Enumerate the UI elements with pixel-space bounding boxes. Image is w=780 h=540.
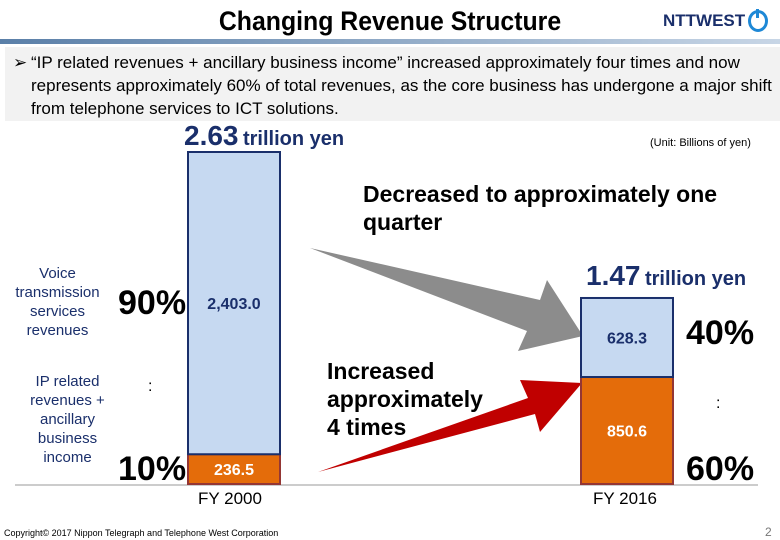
page-number: 2 <box>765 525 772 539</box>
category-fy2016: FY 2016 <box>593 489 657 508</box>
page-title: Changing Revenue Structure <box>218 6 562 36</box>
logo-text: NTTWEST <box>663 11 746 30</box>
ntt-west-logo: NTTWEST <box>663 9 769 32</box>
ip-bar-segment <box>187 453 281 485</box>
increase-annotation: Increased approximately 4 times <box>327 358 483 440</box>
summary-text: “IP related revenues + ancillary busines… <box>31 53 772 118</box>
logo-ring-icon <box>748 9 769 32</box>
pct-fy2016-voice: 40% <box>686 314 755 352</box>
ratio-colon-left: : <box>148 378 153 395</box>
voice-bar-segment <box>187 151 281 456</box>
voice-bar-segment <box>580 296 674 379</box>
header-divider <box>0 39 780 44</box>
total-value: 2.63 <box>184 120 239 151</box>
category-fy2000: FY 2000 <box>198 489 262 508</box>
decrease-arrow <box>310 248 583 351</box>
pct-fy2016-ip: 60% <box>686 450 755 488</box>
ip-label: IP related revenues + ancillary business… <box>30 373 105 466</box>
pct-fy2000-voice: 90% <box>118 284 187 322</box>
summary-box: ➢ “IP related revenues + ancillary busin… <box>5 47 780 121</box>
total-fy2000: 2.63 trillion yen <box>184 120 344 152</box>
pct-fy2000-ip: 10% <box>118 450 187 488</box>
increase-arrow <box>318 380 582 472</box>
ip-bar-segment <box>580 376 674 485</box>
bar-value-label: 236.5 <box>214 462 254 479</box>
total-fy2016: 1.47 trillion yen <box>586 260 746 292</box>
ratio-colon-right: : <box>716 395 721 412</box>
total-unit: trillion yen <box>644 268 747 290</box>
total-value: 1.47 <box>586 260 641 291</box>
unit-note: (Unit: Billions of yen) <box>650 137 751 149</box>
decrease-annotation: Decreased to approximately one quarter <box>363 181 718 235</box>
bar-value-label: 2,403.0 <box>207 296 260 313</box>
voice-label: Voice transmission services revenues <box>15 265 100 339</box>
bar-value-label: 850.6 <box>607 424 647 441</box>
copyright: Copyright© 2017 Nippon Telegraph and Tel… <box>4 528 279 538</box>
arrow-bullet-icon: ➢ <box>13 53 28 72</box>
total-unit: trillion yen <box>242 128 345 150</box>
bar-value-label: 628.3 <box>607 330 647 347</box>
